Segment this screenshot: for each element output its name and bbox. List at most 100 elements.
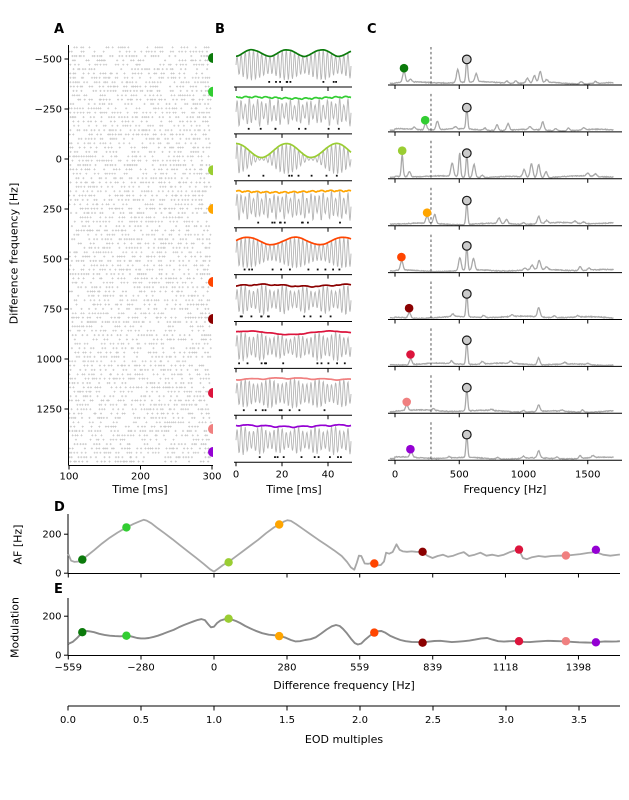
eodf-peak-marker-row9 <box>461 429 472 440</box>
panelA-xtick-label: 100 <box>59 472 78 483</box>
spike-dot <box>279 221 282 224</box>
eodf-peak-marker-row4 <box>461 195 472 206</box>
am-envelope-row3 <box>235 142 352 159</box>
am-envelope-row6 <box>235 283 352 288</box>
am-envelope-row8 <box>235 377 352 381</box>
spike-dot <box>239 315 242 318</box>
panelA-ytick-label: 1000 <box>37 355 62 366</box>
af-dot-row5 <box>370 559 379 568</box>
spike-dot <box>262 174 265 177</box>
df-marker-row4 <box>208 204 213 214</box>
panelE-ytick-label: 0 <box>55 651 61 662</box>
spike-dot <box>303 315 306 318</box>
spike-dot <box>268 81 271 83</box>
carrier-row7 <box>235 331 352 362</box>
eod-axis-tick-label: 2.0 <box>352 715 368 726</box>
spike-dot <box>267 315 269 318</box>
spike-dot <box>329 315 332 318</box>
spectrum-row8 <box>389 389 614 414</box>
spike-dot <box>343 362 346 365</box>
spectrum-row9 <box>389 435 614 461</box>
df-marker-row3 <box>208 165 213 176</box>
panelE-ytick-label: 200 <box>42 612 61 623</box>
panel-label-A: A <box>54 22 65 37</box>
spectrum-row2 <box>389 108 614 132</box>
spike-dot <box>324 268 327 271</box>
panelC-xtick-label: 0 <box>392 470 398 481</box>
spike-dot <box>289 268 291 271</box>
spike-dot <box>337 127 340 130</box>
spike-dot <box>337 456 339 458</box>
panel-label-B: B <box>215 22 225 37</box>
spike-dot <box>340 456 342 458</box>
spike-dot <box>273 221 276 224</box>
panelE-xtick-label: 839 <box>423 663 442 674</box>
af-dot-row3 <box>224 558 233 567</box>
modulation-dot-row5 <box>370 628 379 637</box>
modulation-dot-row7 <box>514 637 524 646</box>
eodf-peak-marker-row1 <box>461 54 472 65</box>
af-peak-marker-row7 <box>406 350 415 359</box>
spike-dot <box>283 221 286 224</box>
carrier-row3 <box>235 143 352 175</box>
panelA-ytick-label: 500 <box>43 255 62 266</box>
panelB-xtick-label: 40 <box>322 470 335 481</box>
panelA-xtick-label: 200 <box>131 472 150 483</box>
spike-dot <box>289 81 292 83</box>
panelA-ytick-label: 1250 <box>37 405 62 416</box>
eod-axis-tick-label: 1.0 <box>206 715 222 726</box>
panelE: 0 200 −559 −280 0 280 559 839 1118 1398 <box>42 598 620 674</box>
panelA-ytick-label: 750 <box>43 305 62 316</box>
df-marker-row8 <box>208 424 213 434</box>
spike-dot <box>274 127 277 130</box>
spike-dot <box>275 81 277 83</box>
spike-dot <box>238 362 240 365</box>
spike-dot <box>288 409 291 412</box>
modulation-curve <box>67 617 620 646</box>
spike-dot <box>250 315 253 318</box>
spike-dot <box>251 268 253 271</box>
eodf-peak-marker-row3 <box>461 148 472 159</box>
spike-dot <box>327 362 330 365</box>
panelE-xtick-label: −559 <box>55 663 82 674</box>
spike-dot <box>325 174 328 177</box>
am-envelope-row7 <box>235 330 352 336</box>
panelC-xtick-label: 500 <box>450 470 469 481</box>
spike-dot <box>307 221 309 224</box>
spike-dot <box>338 268 341 271</box>
spike-dot <box>307 268 310 271</box>
spike-dot <box>241 315 243 318</box>
eodf-peak-marker-row7 <box>461 335 472 346</box>
spectrum-row3 <box>389 152 614 179</box>
panel-label-D: D <box>54 500 65 515</box>
df-marker-row6 <box>208 314 213 324</box>
modulation-dot-row4 <box>275 631 284 641</box>
panelA: −500 −250 0 250 500 750 1000 1250 100 200 300 <box>35 45 222 483</box>
spike-dot <box>257 221 260 224</box>
spike-dot <box>242 409 245 412</box>
eod-axis-tick-label: 3.5 <box>571 715 587 726</box>
spike-dot <box>288 174 291 177</box>
spike-dot <box>260 315 263 318</box>
panelC-xtick-label: 1500 <box>575 470 600 481</box>
af-dot-row4 <box>275 520 284 529</box>
panelB-xtick-label: 0 <box>233 470 239 481</box>
panelD: 0 200 <box>42 514 621 580</box>
spike-dot <box>336 362 338 365</box>
spike-dot <box>317 456 320 458</box>
spike-dot <box>298 127 300 130</box>
panelA-ytick-label: −250 <box>35 105 62 116</box>
df-marker-row9 <box>208 447 213 457</box>
modulation-dot-row1 <box>78 628 87 637</box>
spike-dot <box>276 456 279 458</box>
spike-dot <box>301 221 303 224</box>
spectrum-row6 <box>389 294 614 320</box>
spike-dot <box>274 456 276 458</box>
spike-dot <box>260 362 263 365</box>
eod-axis-tick-label: 2.5 <box>425 715 441 726</box>
am-envelope-row2 <box>235 95 352 101</box>
panelE-xtick-label: 280 <box>277 663 296 674</box>
panelB: 0 20 40 <box>233 48 352 481</box>
spike-dot <box>282 362 285 365</box>
spike-dot <box>309 315 312 318</box>
